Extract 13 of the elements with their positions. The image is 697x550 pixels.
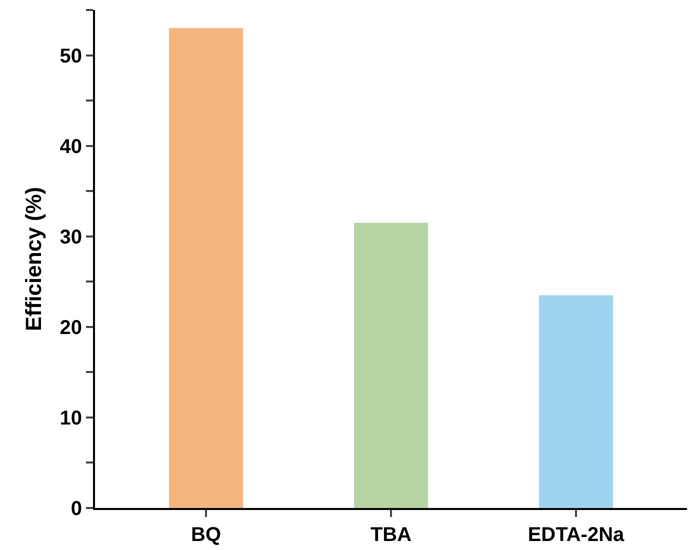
bar xyxy=(169,28,243,508)
y-tick-label: 40 xyxy=(60,136,82,158)
x-tick-label: BQ xyxy=(191,524,221,546)
x-tick-label: TBA xyxy=(370,524,412,546)
bar xyxy=(354,222,428,508)
y-tick-label: 20 xyxy=(60,316,82,339)
y-tick-label: 10 xyxy=(60,407,82,430)
y-tick-label: 0 xyxy=(70,498,82,520)
y-tick-label: 30 xyxy=(60,226,82,248)
bar xyxy=(539,295,613,508)
y-tick-label: 50 xyxy=(60,45,82,68)
x-tick-label: EDTA-2Na xyxy=(528,524,626,546)
y-axis-title: Efficiency (%) xyxy=(21,186,46,332)
